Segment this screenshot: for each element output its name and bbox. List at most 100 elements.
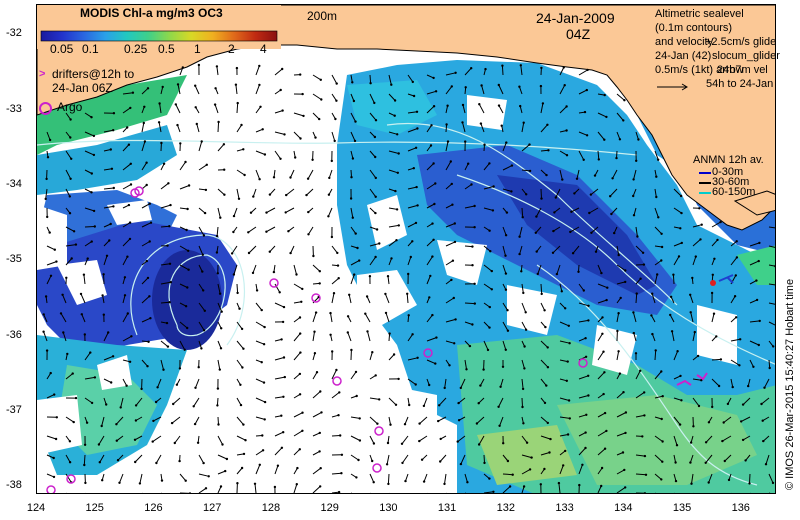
velocity-arrow-head (594, 250, 598, 253)
velocity-arrow (141, 277, 149, 285)
velocity-arrow-head (562, 66, 565, 69)
velocity-arrow-head (299, 137, 302, 140)
velocity-arrow (654, 260, 662, 266)
velocity-arrow (364, 313, 371, 323)
velocity-arrow-head (339, 434, 342, 437)
velocity-arrow (419, 435, 428, 442)
velocity-arrow (101, 416, 105, 427)
velocity-arrow-head (473, 226, 476, 229)
y-tick-label: -32 (6, 27, 22, 40)
velocity-arrow (597, 351, 604, 361)
velocity-arrow-head (716, 238, 719, 242)
velocity-arrow-head (544, 325, 547, 329)
velocity-arrow (331, 435, 341, 437)
velocity-arrow-head (643, 414, 646, 417)
velocity-arrow (426, 74, 434, 79)
velocity-arrow (711, 358, 721, 361)
velocity-arrow (175, 104, 181, 114)
velocity-arrow (217, 283, 221, 294)
velocity-arrow (654, 207, 659, 218)
velocity-arrow-head (586, 68, 589, 72)
velocity-arrow-head (263, 153, 267, 156)
velocity-arrow-head (192, 405, 195, 408)
velocity-arrow-head (116, 459, 120, 462)
velocity-arrow-head (404, 479, 407, 483)
velocity-arrow-head (752, 365, 755, 368)
argo-float-marker (46, 485, 56, 493)
velocity-arrow (388, 354, 395, 361)
velocity-arrow-head (707, 481, 710, 484)
velocity-arrow-head (49, 371, 52, 375)
velocity-arrow-head (617, 253, 620, 257)
velocity-arrow-head (393, 99, 397, 102)
velocity-arrow-head (414, 221, 418, 225)
velocity-arrow-head (224, 469, 227, 473)
velocity-arrow-head (540, 66, 543, 70)
velocity-arrow (556, 264, 561, 275)
velocity-arrow (762, 416, 770, 422)
velocity-arrow-head (601, 332, 604, 335)
velocity-arrow-head (330, 159, 333, 163)
velocity-arrow-head (689, 441, 693, 444)
velocity-arrow (730, 240, 738, 247)
velocity-arrow (65, 258, 73, 266)
velocity-arrow-head (758, 241, 761, 245)
velocity-arrow-head (453, 342, 456, 345)
velocity-arrow (179, 283, 188, 288)
velocity-arrow-head (218, 368, 221, 371)
velocity-arrow (444, 473, 447, 484)
velocity-arrow (134, 454, 143, 463)
velocity-arrow (481, 85, 485, 95)
velocity-arrow-head (337, 277, 340, 280)
velocity-arrow-head (747, 384, 750, 388)
velocity-arrow-head (434, 182, 437, 185)
velocity-arrow-head (200, 140, 203, 143)
velocity-arrow-head (738, 364, 741, 367)
velocity-arrow-head (521, 387, 525, 391)
velocity-arrow-head (735, 316, 738, 319)
velocity-arrow-head (374, 155, 377, 159)
velocity-arrow-head (584, 446, 587, 450)
velocity-arrow-head (563, 84, 566, 87)
velocity-arrow (274, 447, 283, 456)
velocity-arrow-head (239, 383, 242, 386)
velocity-arrow (673, 454, 677, 463)
velocity-arrow-head (632, 214, 636, 217)
velocity-arrow (654, 150, 659, 160)
velocity-arrow (730, 378, 734, 388)
velocity-arrow-head (617, 312, 620, 315)
velocity-arrow-head (524, 311, 527, 314)
velocity-arrow-head (68, 461, 72, 464)
velocity-arrow-head (69, 136, 72, 139)
velocity-arrow-head (330, 235, 334, 239)
velocity-arrow-head (497, 104, 501, 107)
velocity-arrow-head (755, 298, 759, 302)
velocity-arrow-head (110, 381, 113, 384)
velocity-arrow (369, 207, 376, 214)
velocity-arrow (402, 454, 409, 464)
velocity-arrow (45, 188, 48, 199)
velocity-arrow-head (351, 81, 354, 84)
velocity-arrow-head (639, 277, 642, 280)
velocity-arrow (236, 467, 243, 475)
velocity-arrow (692, 397, 700, 407)
velocity-arrow (46, 275, 52, 285)
velocity-arrow-head (498, 424, 501, 427)
velocity-arrow (578, 447, 586, 456)
velocity-arrow (233, 207, 238, 217)
velocity-arrow-head (623, 468, 626, 472)
velocity-arrow-head (510, 190, 513, 193)
velocity-arrow-head (263, 325, 266, 329)
velocity-arrow-head (331, 350, 334, 353)
velocity-arrow-head (651, 292, 654, 295)
velocity-arrow-head (587, 394, 590, 397)
velocity-arrow (540, 188, 542, 199)
colorbar-tick-label: 0.5 (158, 42, 175, 56)
velocity-arrow-head (178, 459, 181, 463)
velocity-arrow-head (93, 376, 97, 379)
velocity-arrow-head (219, 485, 223, 488)
velocity-arrow-head (305, 193, 308, 197)
velocity-arrow (103, 168, 112, 171)
velocity-arrow (673, 397, 682, 401)
velocity-arrow-head (69, 177, 72, 180)
